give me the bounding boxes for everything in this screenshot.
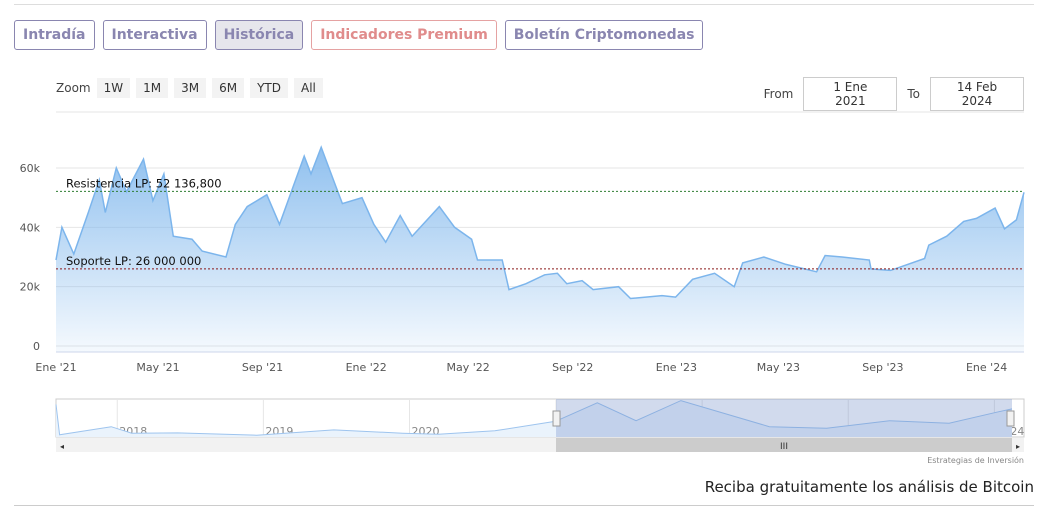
x-tick-label: May '22 <box>447 361 490 374</box>
x-tick-label: May '23 <box>757 361 800 374</box>
scroll-right-arrow-icon[interactable]: ▸ <box>1016 442 1020 451</box>
x-tick-label: Ene '24 <box>966 361 1007 374</box>
zoom-label: Zoom <box>56 81 91 95</box>
from-label: From <box>763 87 794 101</box>
from-date-input[interactable]: 1 Ene 2021 <box>803 77 898 111</box>
zoom-6m-button[interactable]: 6M <box>212 78 245 98</box>
top-divider <box>14 4 1034 5</box>
y-tick-label: 20k <box>20 281 41 294</box>
price-line <box>55 145 1025 300</box>
x-tick-label: Ene '23 <box>656 361 697 374</box>
to-label: To <box>907 87 920 101</box>
scrollbar-grip-icon: III <box>780 442 788 452</box>
y-tick-label: 0 <box>33 340 40 353</box>
tab-intradia[interactable]: Intradía <box>14 20 95 50</box>
x-tick-label: May '21 <box>136 361 179 374</box>
zoom-all-button[interactable]: All <box>294 78 323 98</box>
x-tick-label: Sep '22 <box>552 361 593 374</box>
scrollbar-thumb[interactable] <box>556 438 1012 452</box>
navigator-area <box>56 400 1012 437</box>
newsletter-link[interactable]: Reciba gratuitamente los análisis de Bit… <box>704 478 1034 496</box>
navigator-handle-left[interactable] <box>552 410 561 427</box>
support-label: Soporte LP: 26 000 000 <box>66 254 201 268</box>
bottom-divider <box>14 505 1034 506</box>
chart-credit[interactable]: Estrategias de Inversión <box>927 456 1024 465</box>
date-range: From 1 Ene 2021 To 14 Feb 2024 <box>764 77 1024 111</box>
y-tick-label: 60k <box>20 162 41 175</box>
x-tick-label: Sep '21 <box>242 361 283 374</box>
zoom-ytd-button[interactable]: YTD <box>250 78 288 98</box>
zoom-1w-button[interactable]: 1W <box>96 78 131 98</box>
tab-boletin-criptomonedas[interactable]: Boletín Criptomonedas <box>504 20 704 50</box>
y-tick-label: 40k <box>20 221 41 234</box>
zoom-3m-button[interactable]: 3M <box>174 78 207 98</box>
x-tick-label: Ene '22 <box>346 361 387 374</box>
navigator-line <box>55 400 1013 436</box>
navigator-handle-right[interactable] <box>1006 410 1015 427</box>
tab-interactiva[interactable]: Interactiva <box>102 20 207 50</box>
zoom-1m-button[interactable]: 1M <box>136 78 169 98</box>
tab-indicadores-premium[interactable]: Indicadores Premium <box>311 20 497 50</box>
price-area <box>56 147 1024 352</box>
view-tabs: Intradía Interactiva Histórica Indicador… <box>14 20 704 50</box>
x-tick-label: Ene '21 <box>35 361 76 374</box>
scroll-left-arrow-icon[interactable]: ◂ <box>60 442 64 451</box>
x-tick-label: Sep '23 <box>862 361 903 374</box>
zoom-selector: Zoom 1W 1M 3M 6M YTD All <box>56 78 323 98</box>
tab-historica[interactable]: Histórica <box>214 20 304 50</box>
navigator-selection <box>556 399 1012 437</box>
resistance-label: Resistencia LP: 52 136,800 <box>66 176 222 190</box>
to-date-input[interactable]: 14 Feb 2024 <box>930 77 1024 111</box>
